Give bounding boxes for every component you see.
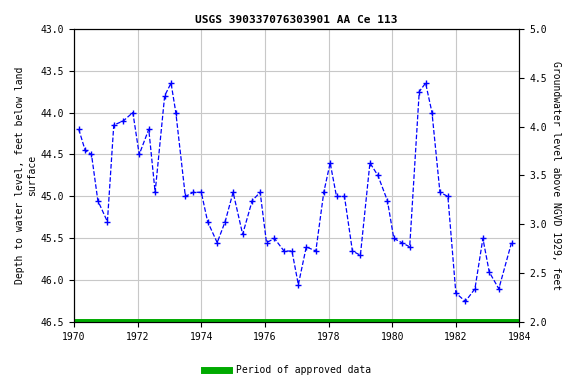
- Y-axis label: Depth to water level, feet below land
surface: Depth to water level, feet below land su…: [15, 67, 37, 284]
- Title: USGS 390337076303901 AA Ce 113: USGS 390337076303901 AA Ce 113: [195, 15, 398, 25]
- Y-axis label: Groundwater level above NGVD 1929, feet: Groundwater level above NGVD 1929, feet: [551, 61, 561, 290]
- Legend: Period of approved data: Period of approved data: [200, 361, 376, 379]
